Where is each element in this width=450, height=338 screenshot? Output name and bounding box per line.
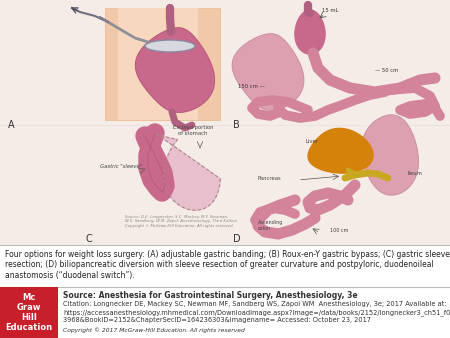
Text: Source: Anesthesia for Gastrointestinal Surgery, Anesthesiology, 3e: Source: Anesthesia for Gastrointestinal … xyxy=(63,291,358,300)
Polygon shape xyxy=(232,34,304,110)
Polygon shape xyxy=(135,28,215,112)
Polygon shape xyxy=(362,115,418,195)
Bar xyxy=(0,0,450,245)
Ellipse shape xyxy=(145,40,195,52)
Text: Excised portion
of stomach: Excised portion of stomach xyxy=(173,125,213,136)
Text: Gastric "sleeve": Gastric "sleeve" xyxy=(100,164,142,169)
Bar xyxy=(0,287,58,338)
Text: 3968&BookID=2152&ChapterSecID=164236303&imagename= Accessed: October 23, 2017: 3968&BookID=2152&ChapterSecID=164236303&… xyxy=(63,317,371,323)
Bar xyxy=(118,8,198,120)
Text: — 50 cm: — 50 cm xyxy=(375,68,398,73)
Text: Ileum: Ileum xyxy=(408,171,423,176)
Text: D: D xyxy=(233,234,241,244)
Text: B: B xyxy=(233,120,240,130)
Text: C: C xyxy=(85,234,92,244)
Text: Ascending
colon: Ascending colon xyxy=(258,220,284,231)
Text: Copyright © 2017 McGraw-Hill Education. All rights reserved: Copyright © 2017 McGraw-Hill Education. … xyxy=(63,327,245,333)
Text: Liver: Liver xyxy=(305,139,318,144)
Text: 150 cm —: 150 cm — xyxy=(238,84,265,89)
Text: 100 cm: 100 cm xyxy=(330,228,348,233)
Polygon shape xyxy=(155,133,220,210)
Text: Source: D.E. Longnecker, S.C. Mackey, M.F. Newman,
W.S. Sandberg, W.M. Zapol: An: Source: D.E. Longnecker, S.C. Mackey, M.… xyxy=(125,215,237,228)
Text: Pancreas: Pancreas xyxy=(258,176,282,181)
Text: A: A xyxy=(8,120,14,130)
Text: Mc
Graw
Hill
Education: Mc Graw Hill Education xyxy=(5,293,53,332)
Text: Citation: Longnecker DE, Mackey SC, Newman MF, Sandberg WS, Zapol WM  Anesthesio: Citation: Longnecker DE, Mackey SC, Newm… xyxy=(63,301,446,307)
Polygon shape xyxy=(295,10,325,54)
Text: https://accessanesthesiology.mhmedical.com/DownloadImage.aspx?image=/data/books/: https://accessanesthesiology.mhmedical.c… xyxy=(63,309,450,316)
Text: Four options for weight loss surgery: (A) adjustable gastric banding; (B) Roux-e: Four options for weight loss surgery: (A… xyxy=(5,250,450,280)
Polygon shape xyxy=(308,128,373,173)
Bar xyxy=(105,8,220,120)
Text: 15 mL: 15 mL xyxy=(322,8,338,13)
